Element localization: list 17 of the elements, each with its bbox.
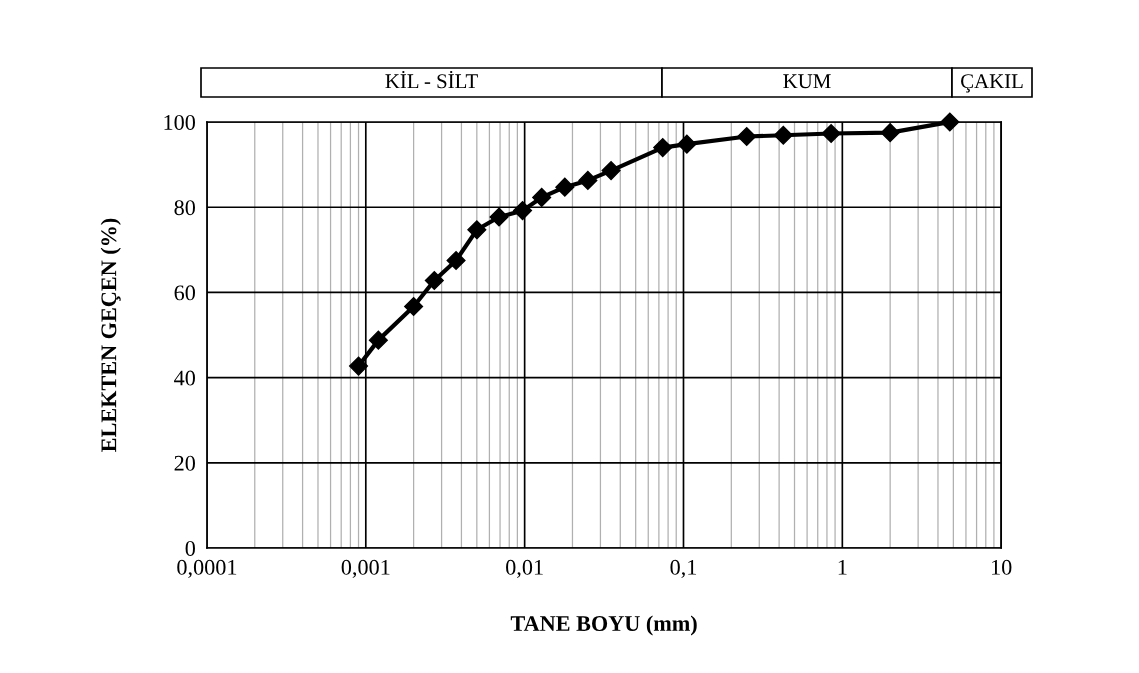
text: KİL - SİLT [385, 70, 478, 89]
x-tick-label: 0,1 [670, 559, 697, 578]
x-tick-label: 0,01 [506, 559, 543, 578]
y-tick-label: 60 [174, 285, 195, 301]
y-tick-label: 80 [174, 200, 195, 216]
y-tick-label: 40 [174, 370, 195, 386]
x-tick-label: 0,001 [341, 559, 390, 578]
x-axis-title: TANE BOYU (mm) [510, 615, 697, 636]
text: ÇAKIL [961, 74, 1023, 93]
x-tick-label: 10 [992, 559, 1012, 575]
y-tick-label: 20 [174, 455, 195, 471]
y-tick-label: 100 [164, 114, 195, 130]
x-tick-label: 0,0001 [177, 559, 237, 578]
y-tick-label: 0 [185, 540, 195, 556]
text: KUM [783, 74, 831, 89]
x-tick-label: 1 [838, 559, 847, 575]
y-axis-title: ELEKTEN GEÇEN (%) [100, 218, 121, 452]
